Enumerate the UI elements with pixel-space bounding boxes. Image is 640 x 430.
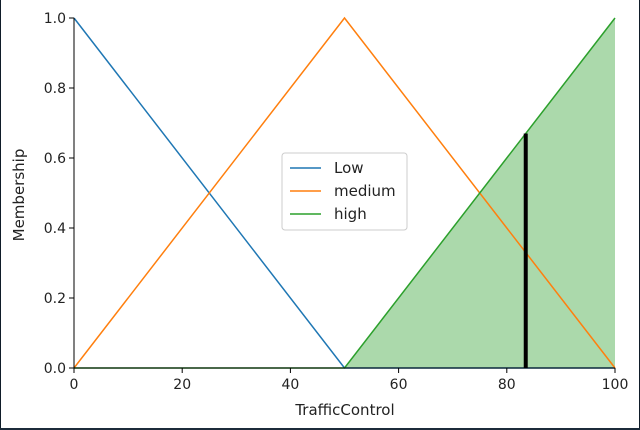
legend-label-high: high	[334, 205, 367, 223]
x-axis-label: TrafficControl	[294, 401, 394, 419]
legend: Low medium high	[281, 152, 408, 231]
y-tick-label-2: 0.4	[44, 221, 66, 237]
legend-box	[281, 152, 408, 231]
y-tick-label-5: 1.0	[44, 11, 66, 27]
plot-layer: 0 20 40 60 80 100 0.0 0.2 0.4 0.6 0.8 1.0	[44, 11, 629, 393]
y-axis-label: Membership	[10, 149, 28, 242]
legend-label-medium: medium	[334, 182, 396, 200]
y-tick-label-0: 0.0	[44, 361, 66, 377]
y-tick-label-3: 0.6	[44, 151, 66, 167]
y-tick-label-1: 0.2	[44, 291, 66, 307]
x-tick-label-0: 0	[70, 377, 79, 393]
x-tick-label-60: 60	[390, 377, 408, 393]
x-tick-label-100: 100	[602, 377, 629, 393]
x-tick-label-20: 20	[173, 377, 191, 393]
x-tick-label-40: 40	[281, 377, 299, 393]
legend-label-low: Low	[334, 159, 364, 177]
x-tick-label-80: 80	[498, 377, 516, 393]
y-tick-label-4: 0.8	[44, 81, 66, 97]
